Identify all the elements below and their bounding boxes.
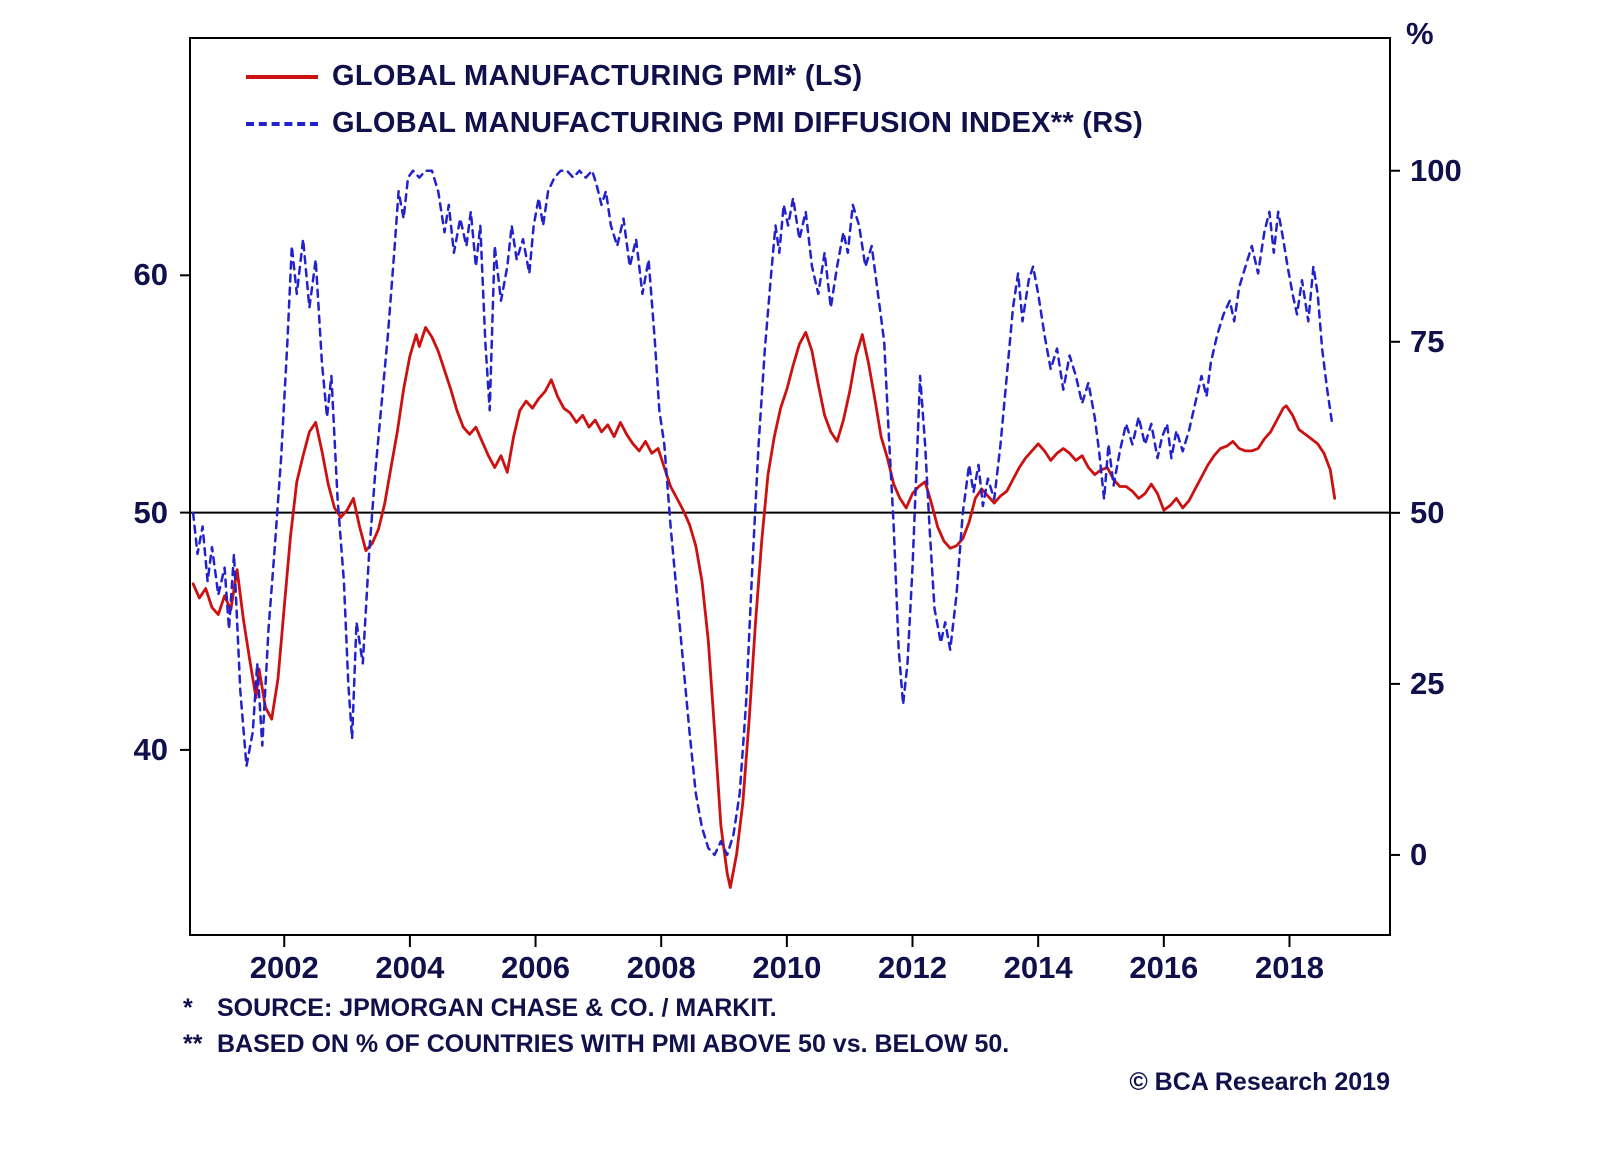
footnote-source: * SOURCE: JPMORGAN CHASE & CO. / MARKIT. — [183, 990, 1009, 1026]
footnotes: * SOURCE: JPMORGAN CHASE & CO. / MARKIT.… — [183, 990, 1009, 1062]
footnote-method: ** BASED ON % OF COUNTRIES WITH PMI ABOV… — [183, 1026, 1009, 1062]
left-axis-tick-label: 50 — [133, 494, 168, 530]
legend-label-pmi: GLOBAL MANUFACTURING PMI* (LS) — [332, 60, 863, 92]
legend: GLOBAL MANUFACTURING PMI* (LS) GLOBAL MA… — [246, 60, 1143, 140]
diffusion-line-sample-icon — [246, 121, 318, 126]
legend-item-pmi: GLOBAL MANUFACTURING PMI* (LS) — [246, 60, 1143, 93]
diffusion-series-line — [191, 169, 1334, 857]
x-axis-tick-label: 2008 — [626, 950, 696, 985]
right-axis-tick-label: 100 — [1410, 152, 1462, 188]
x-axis-tick-label: 2016 — [1129, 950, 1199, 985]
copyright-credit: © BCA Research 2019 — [1129, 1068, 1390, 1096]
x-axis-tick-label: 2012 — [878, 950, 947, 985]
footnote-marker: ** — [183, 1030, 203, 1058]
left-axis-tick-label: 40 — [133, 731, 168, 767]
right-axis-tick-label: 25 — [1410, 665, 1445, 701]
x-axis-tick-label: 2002 — [249, 950, 319, 985]
legend-item-diffusion: GLOBAL MANUFACTURING PMI DIFFUSION INDEX… — [246, 107, 1143, 140]
footnote-marker: * — [183, 994, 193, 1022]
x-axis-tick-label: 2018 — [1254, 950, 1324, 985]
x-axis-tick-label: 2014 — [1003, 950, 1073, 985]
left-axis-tick-label: 60 — [133, 257, 168, 293]
right-axis-tick-label: 0 — [1410, 836, 1428, 872]
x-axis-tick-label: 2004 — [375, 950, 445, 985]
right-axis-unit-label: % — [1406, 16, 1434, 51]
pmi-series-line — [191, 326, 1337, 889]
x-axis-tick-label: 2010 — [752, 950, 822, 985]
plot-border — [189, 37, 1391, 936]
footnote-text: SOURCE: JPMORGAN CHASE & CO. / MARKIT. — [217, 994, 777, 1022]
right-axis-tick-label: 50 — [1410, 494, 1445, 530]
legend-label-diffusion: GLOBAL MANUFACTURING PMI DIFFUSION INDEX… — [332, 107, 1144, 139]
footnote-text: BASED ON % OF COUNTRIES WITH PMI ABOVE 5… — [217, 1030, 1010, 1058]
right-axis-tick-label: 75 — [1410, 323, 1445, 359]
x-axis-tick-label: 2006 — [501, 950, 571, 985]
pmi-line-sample-icon — [246, 74, 318, 79]
